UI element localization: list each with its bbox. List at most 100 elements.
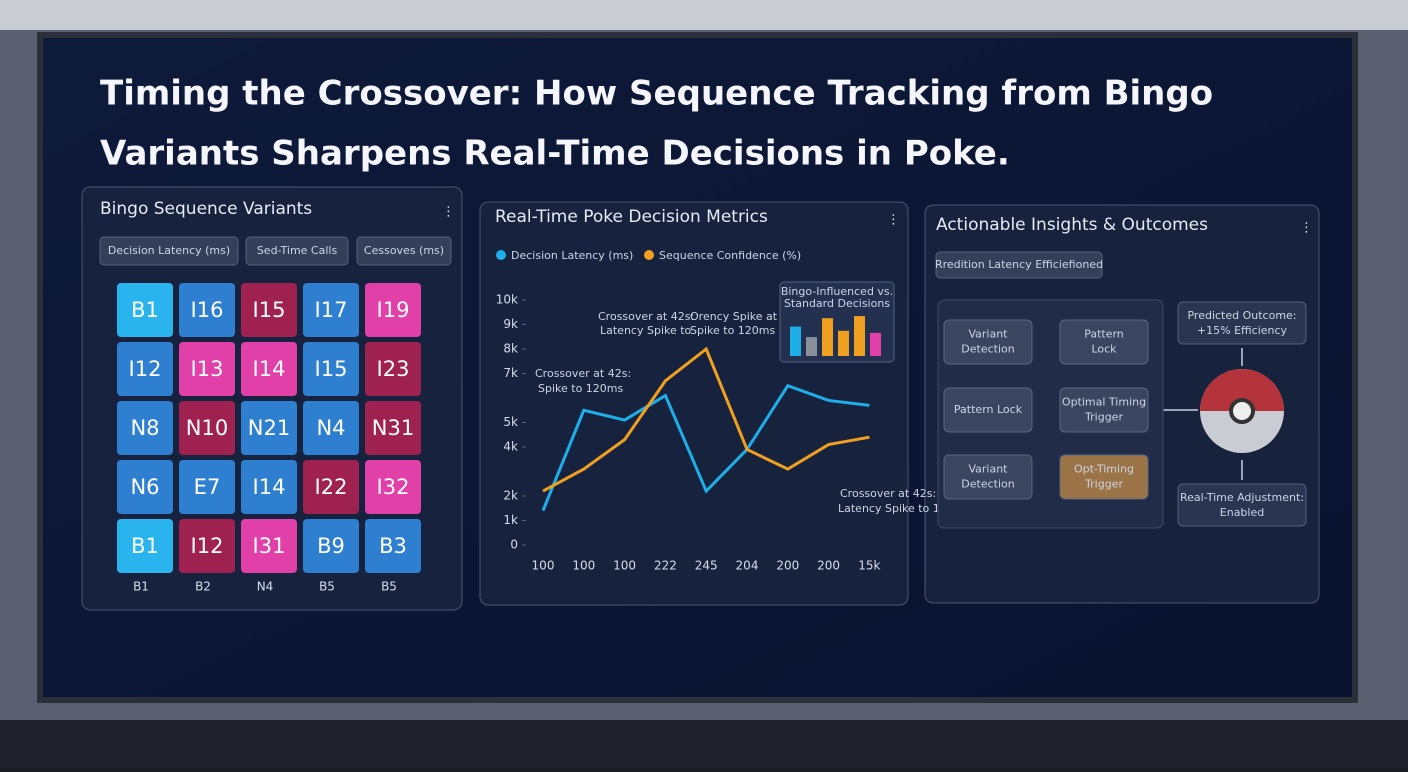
tab <box>99 236 239 266</box>
legend-label: Sequence Confidence (%) <box>659 249 801 262</box>
bingo-cell <box>365 519 421 573</box>
bingo-cell <box>117 519 173 573</box>
bingo-cell-label: I22 <box>315 475 348 499</box>
flow-node <box>943 454 1033 500</box>
x-tick-label: 100 <box>532 559 555 573</box>
bingo-cell <box>117 283 173 337</box>
bingo-cell-label: I12 <box>129 357 162 381</box>
bingo-cell-label: N31 <box>372 416 414 440</box>
y-tick-label: 8k <box>503 342 518 356</box>
x-tick-label: 204 <box>736 559 759 573</box>
bingo-cell <box>303 460 359 514</box>
bingo-cell <box>241 283 297 337</box>
bingo-cell-label: I14 <box>253 475 286 499</box>
outcome-label: +15% Efficiency <box>1197 324 1288 337</box>
outcome-label: Real-Time Adjustment: <box>1180 491 1304 504</box>
menu[interactable]: ⋮ <box>1300 221 1313 236</box>
column-label: B2 <box>195 580 211 594</box>
flow-node-label: Variant <box>968 463 1008 476</box>
inset-bar <box>822 318 833 356</box>
inset-title: Bingo-Influenced vs. <box>781 285 893 298</box>
bingo-cell <box>241 519 297 573</box>
bingo-cell <box>365 401 421 455</box>
bingo-cell-label: B1 <box>131 298 159 322</box>
annotation: Orency Spike at <box>690 310 778 323</box>
y-tick-label: 7k <box>503 366 518 380</box>
menu[interactable]: ⋮ <box>442 205 455 220</box>
bingo-cell <box>241 342 297 396</box>
y-tick-label: 5k <box>503 415 518 429</box>
bingo-cell <box>303 342 359 396</box>
flow-node <box>943 387 1033 433</box>
bingo-cell-label: I15 <box>253 298 286 322</box>
bingo-cell-label: E7 <box>194 475 221 499</box>
y-tick-label: 4k <box>503 440 518 454</box>
annotation: Latency Spike to 120ms <box>838 502 970 515</box>
outcome-box <box>1177 301 1307 345</box>
annotation: Crossover at 42s: <box>535 367 631 380</box>
y-tick-label: 10k <box>496 293 518 307</box>
bingo-cell <box>303 283 359 337</box>
x-tick-label: 245 <box>695 559 718 573</box>
bingo-cell-label: I19 <box>377 298 410 322</box>
flow-node-label: Pattern <box>1084 328 1124 341</box>
bingo-cell-label: B9 <box>317 534 345 558</box>
inset-bar <box>870 332 881 356</box>
bingo-cell-label: I17 <box>315 298 348 322</box>
menu[interactable]: ⋮ <box>887 213 900 228</box>
panel-title: Actionable Insights & Outcomes <box>936 215 1208 235</box>
flow-node <box>1059 454 1149 500</box>
annotation: Latency Spike to <box>600 324 692 337</box>
column-label: B5 <box>319 580 335 594</box>
bingo-cell-label: I23 <box>377 357 410 381</box>
bingo-cell-label: N10 <box>186 416 228 440</box>
bingo-cell <box>365 460 421 514</box>
tab-label: Rredition Latency Efficiefioned <box>935 258 1103 271</box>
tab-label: Cessoves (ms) <box>364 244 444 257</box>
inset-bar <box>838 330 849 356</box>
bingo-cell-label: I16 <box>191 298 224 322</box>
bingo-cell-label: N21 <box>248 416 290 440</box>
annotation: Crossover at 42s: <box>840 487 936 500</box>
bingo-cell-label: I31 <box>253 534 286 558</box>
legend-label: Decision Latency (ms) <box>511 249 633 262</box>
bingo-cell-label: I32 <box>377 475 410 499</box>
panel-title: Bingo Sequence Variants <box>100 199 312 219</box>
line <box>542 346 870 493</box>
bingo-cell <box>179 519 235 573</box>
inset-bar <box>806 337 817 356</box>
bingo-cell <box>365 283 421 337</box>
title-line: Timing the Crossover: How Sequence Track… <box>100 74 1213 114</box>
y-tick-label: 9k <box>503 317 518 331</box>
line <box>541 383 870 512</box>
bingo-cell <box>303 401 359 455</box>
desk <box>0 720 1408 768</box>
bingo-cell <box>117 460 173 514</box>
annotation: Spike to 120ms <box>690 324 776 337</box>
flow-node <box>943 319 1033 365</box>
bingo-cell <box>117 401 173 455</box>
bingo-cell-label: I15 <box>315 357 348 381</box>
x-tick-label: 200 <box>776 559 799 573</box>
flow-node-label: Opt-Timing <box>1074 463 1134 476</box>
y-tick-label: 0 <box>510 538 518 552</box>
flow-node-label: Variant <box>968 328 1008 341</box>
bingo-cell <box>179 401 235 455</box>
bingo-cell-label: I12 <box>191 534 224 558</box>
flow-node-label: Lock <box>1091 343 1117 356</box>
inset-bar <box>854 316 865 356</box>
outcome-label: Enabled <box>1220 506 1264 519</box>
bingo-cell <box>117 342 173 396</box>
bingo-cell <box>179 283 235 337</box>
outcome-box <box>1177 483 1307 527</box>
poke-ball-top <box>1200 369 1284 411</box>
ceiling <box>0 0 1408 30</box>
bingo-cell <box>365 342 421 396</box>
tab <box>245 236 349 266</box>
x-tick-label: 100 <box>613 559 636 573</box>
bingo-cell-label: B1 <box>131 534 159 558</box>
bingo-cell-label: N8 <box>130 416 159 440</box>
bingo-cell <box>241 460 297 514</box>
bingo-cell-label: B3 <box>379 534 407 558</box>
